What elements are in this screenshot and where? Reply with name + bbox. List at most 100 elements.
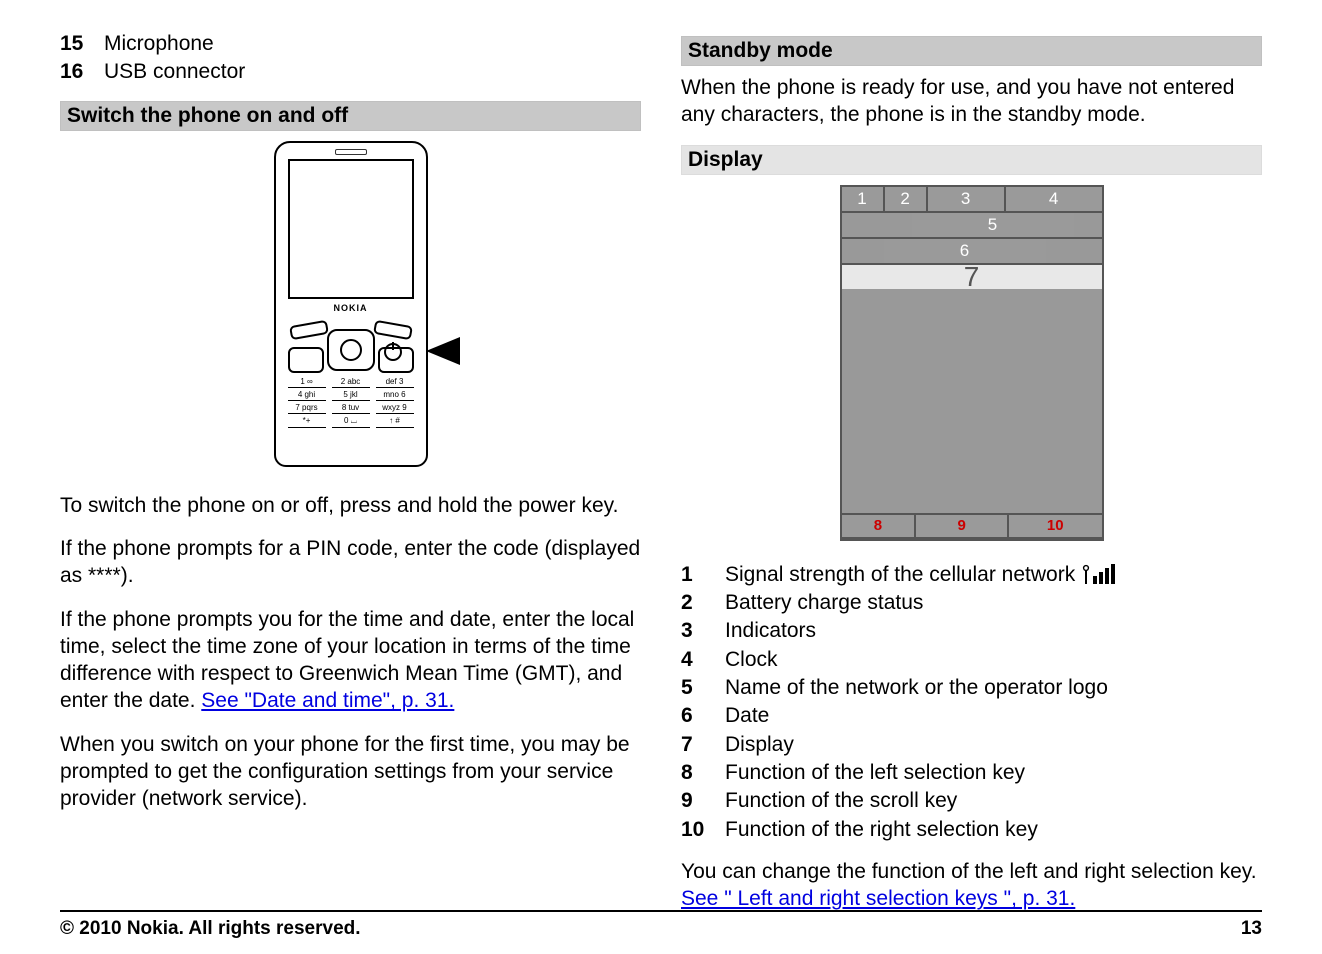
- diagram-cell: 7: [842, 265, 1102, 289]
- legend-item: 7Display: [681, 731, 1262, 759]
- diagram-cell: 4: [1006, 187, 1102, 211]
- item-text: Battery charge status: [725, 589, 1262, 617]
- body-text: When you switch on your phone for the fi…: [60, 731, 641, 813]
- arrow-icon: [426, 337, 460, 365]
- keypad-key: 1 ∞: [288, 377, 326, 388]
- keypad-key: 5 jkl: [332, 390, 370, 401]
- keypad-key: wxyz 9: [376, 403, 414, 414]
- diagram-cell: 10: [1009, 515, 1102, 537]
- right-column: Standby mode When the phone is ready for…: [681, 30, 1262, 944]
- phone-outline: NOKIA 1 ∞ 2 abc def 3 4 ghi 5 jkl mno 6 7 pqrs…: [274, 141, 428, 467]
- keypad-key: ↑ #: [376, 416, 414, 428]
- diagram-row: 5: [842, 213, 1102, 239]
- legend-item: 2Battery charge status: [681, 589, 1262, 617]
- phone-illustration: NOKIA 1 ∞ 2 abc def 3 4 ghi 5 jkl mno 6 7 pqrs…: [60, 141, 641, 472]
- power-icon: [384, 343, 402, 361]
- item-number: 5: [681, 674, 725, 702]
- item-number: 1: [681, 561, 725, 589]
- item-text: Clock: [725, 646, 1262, 674]
- section-heading: Switch the phone on and off: [60, 101, 641, 131]
- keypad-row: 1 ∞ 2 abc def 3: [288, 377, 414, 388]
- diagram-cell: 2: [885, 187, 928, 211]
- keypad-key: *+: [288, 416, 326, 428]
- sub-heading: Display: [681, 145, 1262, 175]
- keypad-row: 4 ghi 5 jkl mno 6: [288, 390, 414, 401]
- item-number: 6: [681, 702, 725, 730]
- legend-item: 1Signal strength of the cellular network: [681, 561, 1262, 589]
- item-text: Function of the left selection key: [725, 759, 1262, 787]
- two-column-layout: 15 Microphone 16 USB connector Switch th…: [60, 30, 1262, 944]
- diagram-cell: 3: [928, 187, 1006, 211]
- page-number: 13: [1241, 918, 1262, 940]
- list-item: 15 Microphone: [60, 30, 641, 58]
- item-number: 16: [60, 58, 104, 86]
- keypad-row: *+ 0 ⌴ ↑ #: [288, 416, 414, 428]
- diagram-cell: 9: [916, 515, 1009, 537]
- keypad-row: 7 pqrs 8 tuv wxyz 9: [288, 403, 414, 414]
- legend-item: 8Function of the left selection key: [681, 759, 1262, 787]
- body-text: When the phone is ready for use, and you…: [681, 74, 1262, 129]
- display-diagram-wrapper: 1234567 8910: [681, 185, 1262, 541]
- diagram-row: 1234: [842, 187, 1102, 213]
- diagram-cell: 6: [884, 239, 1046, 263]
- keypad-key: 8 tuv: [332, 403, 370, 414]
- signal-icon: [1081, 564, 1115, 584]
- keypad-key: 7 pqrs: [288, 403, 326, 414]
- item-text: Display: [725, 731, 1262, 759]
- left-column: 15 Microphone 16 USB connector Switch th…: [60, 30, 641, 944]
- keypad-key: 2 abc: [332, 377, 370, 388]
- item-text: Name of the network or the operator logo: [725, 674, 1262, 702]
- item-text: Function of the scroll key: [725, 787, 1262, 815]
- body-text: If the phone prompts you for the time an…: [60, 606, 641, 715]
- keypad-key: mno 6: [376, 390, 414, 401]
- diagram-cell: 1: [842, 187, 885, 211]
- legend-item: 3Indicators: [681, 617, 1262, 645]
- item-text: USB connector: [104, 58, 641, 86]
- list-item: 16 USB connector: [60, 58, 641, 86]
- body-text: If the phone prompts for a PIN code, ent…: [60, 535, 641, 590]
- diagram-row: 8910: [842, 515, 1102, 539]
- item-text: Function of the right selection key: [725, 816, 1262, 844]
- keypad-key: def 3: [376, 377, 414, 388]
- component-list: 15 Microphone 16 USB connector: [60, 30, 641, 87]
- earpiece: [335, 149, 367, 155]
- item-number: 3: [681, 617, 725, 645]
- call-key: [288, 347, 324, 373]
- keypad-key: 4 ghi: [288, 390, 326, 401]
- legend-item: 4Clock: [681, 646, 1262, 674]
- body-text: You can change the function of the left …: [681, 858, 1262, 913]
- legend-item: 10Function of the right selection key: [681, 816, 1262, 844]
- item-number: 9: [681, 787, 725, 815]
- item-number: 7: [681, 731, 725, 759]
- cross-reference-link[interactable]: See " Left and right selection keys ", p…: [681, 887, 1075, 910]
- item-text: Indicators: [725, 617, 1262, 645]
- item-number: 15: [60, 30, 104, 58]
- legend-item: 6Date: [681, 702, 1262, 730]
- cross-reference-link[interactable]: See "Date and time", p. 31.: [201, 689, 454, 712]
- item-number: 2: [681, 589, 725, 617]
- phone-screen: [288, 159, 414, 299]
- legend-item: 9Function of the scroll key: [681, 787, 1262, 815]
- soft-key-left: [289, 319, 329, 339]
- diagram-cell: 5: [912, 213, 1074, 237]
- item-text: Date: [725, 702, 1262, 730]
- section-heading: Standby mode: [681, 36, 1262, 66]
- item-text: Microphone: [104, 30, 641, 58]
- phone-brand: NOKIA: [276, 303, 426, 313]
- diagram-cell: 8: [842, 515, 917, 537]
- soft-key-right: [373, 319, 413, 339]
- item-number: 8: [681, 759, 725, 787]
- item-number: 10: [681, 816, 725, 844]
- page-footer: © 2010 Nokia. All rights reserved. 13: [60, 910, 1262, 940]
- keypad-key: 0 ⌴: [332, 416, 370, 428]
- item-number: 4: [681, 646, 725, 674]
- legend-item: 5Name of the network or the operator log…: [681, 674, 1262, 702]
- body-text: You can change the function of the left …: [681, 860, 1257, 883]
- nav-pad: [327, 329, 375, 371]
- keypad: 1 ∞ 2 abc def 3 4 ghi 5 jkl mno 6 7 pqrs 8 tuv w…: [288, 377, 414, 457]
- body-text: To switch the phone on or off, press and…: [60, 492, 641, 519]
- display-legend: 1Signal strength of the cellular network…: [681, 561, 1262, 844]
- item-text: Signal strength of the cellular network: [725, 561, 1262, 589]
- page: 15 Microphone 16 USB connector Switch th…: [0, 0, 1322, 954]
- display-diagram: 1234567 8910: [840, 185, 1104, 541]
